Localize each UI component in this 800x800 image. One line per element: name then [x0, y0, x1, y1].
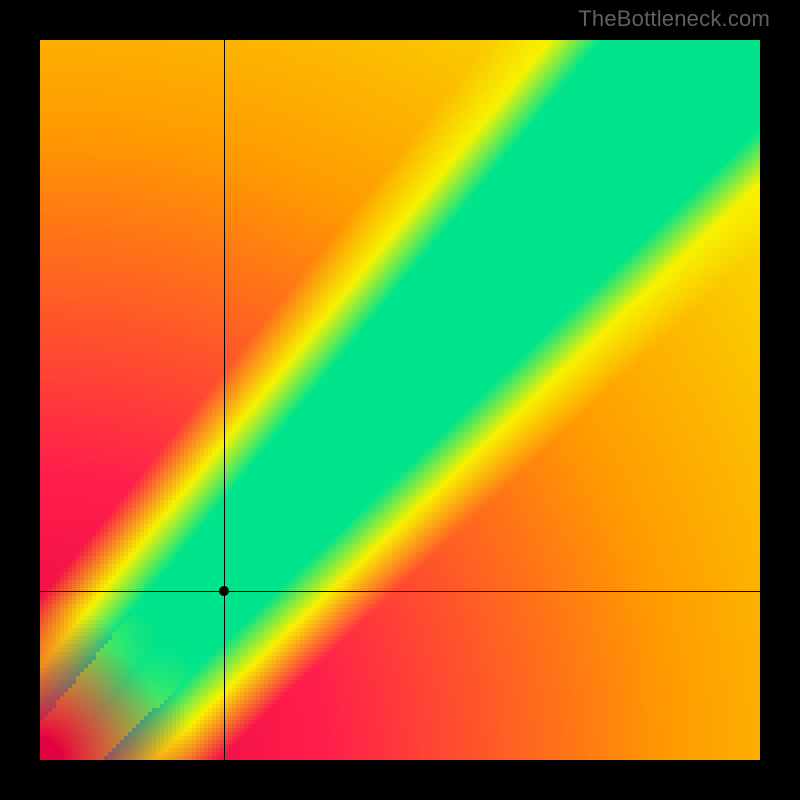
plot-area [40, 40, 760, 760]
crosshair-horizontal [40, 591, 760, 592]
watermark-text: TheBottleneck.com [578, 6, 770, 32]
crosshair-marker [219, 586, 229, 596]
heatmap-canvas [40, 40, 760, 760]
crosshair-vertical [224, 40, 225, 760]
chart-frame: TheBottleneck.com [0, 0, 800, 800]
